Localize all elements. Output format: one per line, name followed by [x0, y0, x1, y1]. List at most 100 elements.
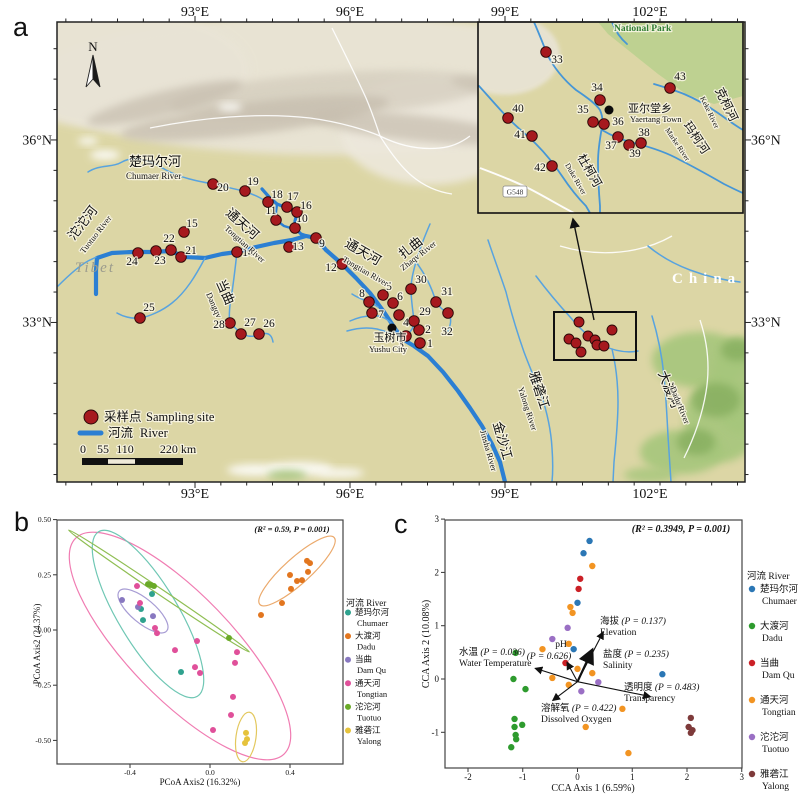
- yushu-city-zh: 玉树市: [374, 330, 407, 344]
- pcoa-data-point: [234, 649, 240, 656]
- pcoa-legend-zh: 当曲: [355, 654, 372, 664]
- sampling-site-dot: [224, 317, 236, 329]
- pcoa-group-ellipse: [234, 711, 258, 763]
- sampling-site-dot: [430, 296, 442, 308]
- pcoa-legend-en: Tongtian: [357, 689, 388, 699]
- yaertang-town-dot: [604, 105, 614, 115]
- sampling-site-dot: [393, 309, 405, 321]
- sampling-site-dot: [310, 232, 322, 244]
- cca-y-tick-label: 3: [435, 514, 440, 524]
- pcoa-permanova-annotation: (R² = 0.59, P = 0.001): [254, 524, 329, 534]
- map-legend: 采样点 Sampling site 河流 River: [77, 408, 216, 441]
- cca-legend-zh: 大渡河: [760, 620, 789, 632]
- sampling-site-dot: [366, 307, 378, 319]
- pcoa-data-point: [197, 670, 203, 677]
- yushu-city-en: Yushu City: [369, 344, 408, 354]
- site-number: 36: [612, 116, 624, 128]
- city-markers: 玉树市 Yushu City 亚尔堂乡 Yaertang Town: [368, 101, 684, 356]
- scale-bar-label: 55: [97, 442, 109, 456]
- inset-extent-box: [553, 311, 637, 361]
- sampling-site-dot: [235, 328, 247, 340]
- lat-axis-label: 36°N: [22, 134, 52, 149]
- pcoa-y-tick-label: 0.50: [38, 515, 51, 524]
- site-number: 13: [292, 241, 304, 253]
- pcoa-data-point: [134, 583, 140, 590]
- site-number: 2: [425, 324, 431, 336]
- sampling-site-dot: [387, 297, 399, 309]
- cca-data-point: [586, 537, 593, 545]
- national-park-area: [598, 22, 743, 104]
- compass-n-label: N: [88, 39, 98, 54]
- cca-legend-en: Dadu: [762, 634, 783, 644]
- pcoa-data-point: [151, 583, 157, 590]
- cca-data-point: [589, 669, 596, 677]
- terrain-patch: [218, 103, 242, 111]
- cca-y-tick-label: -1: [432, 727, 440, 737]
- lon-axis-label: 93°E: [181, 5, 209, 20]
- sampling-site-dot: [594, 94, 606, 106]
- site-number: 23: [154, 255, 166, 267]
- cca-data-point: [687, 714, 695, 722]
- pcoa-legend-swatch: [345, 609, 351, 616]
- pcoa-data-point: [230, 693, 236, 700]
- cca-plot: -2 -1 0 1 2 3 3 2 1 0 -1 水温 (P = 0.036)Water Temper…: [432, 514, 799, 792]
- terrain-patch: [624, 467, 676, 482]
- sampling-site-dot: [283, 241, 295, 253]
- pcoa-plot: -0.4 0.0 0.4 0.50 0.25 0.00 -0.25 -0.50 楚玛尔河Chum…: [35, 515, 389, 777]
- cca-data-point: [519, 721, 526, 729]
- cca-data-point: [625, 749, 632, 757]
- sampling-site-dot: [178, 226, 190, 238]
- lon-axis-label: 96°E: [336, 5, 364, 20]
- map-overlays: [553, 217, 637, 361]
- pcoa-x-tick-label: 0.0: [205, 768, 215, 777]
- sampling-site-dot: [377, 289, 389, 301]
- site-number: 24: [126, 256, 138, 268]
- pcoa-legend-zh: 雅砻江: [355, 725, 381, 735]
- scale-bar-label: 220 km: [160, 442, 197, 456]
- legend-river-zh: 河流: [108, 426, 134, 440]
- pcoa-data-point: [287, 572, 293, 579]
- pcoa-legend-zh: 通天河: [355, 678, 381, 688]
- cca-data-point: [565, 640, 572, 648]
- river-minor: [611, 348, 619, 482]
- sampling-site-dot: [134, 312, 146, 324]
- site-number: 5: [386, 281, 392, 293]
- inset-map: [477, 21, 744, 214]
- pcoa-data-point: [228, 712, 234, 719]
- sampling-site-dot: [253, 328, 265, 340]
- river-minor: [57, 256, 97, 287]
- site-number: 14: [242, 247, 254, 259]
- site-number: 18: [271, 189, 283, 201]
- terrain-patch: [87, 80, 243, 126]
- cca-data-point: [522, 685, 529, 693]
- sampling-site-dot: [526, 130, 538, 142]
- pcoa-x-tick-label: 0.4: [285, 768, 295, 777]
- pcoa-group-ellipse: [117, 588, 169, 634]
- cca-data-point: [574, 599, 581, 606]
- panel-a-letter: a: [13, 12, 29, 42]
- pcoa-x-tick-label: -0.4: [124, 768, 136, 777]
- site-number: 12: [325, 262, 337, 274]
- sampling-site-dot: [540, 46, 552, 58]
- pcoa-group-ellipse: [258, 535, 336, 607]
- river-minor: [651, 315, 672, 482]
- road-badge: G548: [502, 185, 528, 198]
- site-number: 16: [300, 200, 312, 212]
- site-number: 27: [244, 317, 256, 329]
- cca-data-point: [619, 705, 626, 713]
- site-number: 42: [534, 162, 546, 174]
- site-number: 43: [674, 71, 686, 83]
- scale-bar-label: 110: [116, 442, 134, 456]
- site-number: 6: [397, 291, 403, 303]
- cca-env-vector-water-temperature: [534, 666, 578, 683]
- site-number: 19: [247, 176, 259, 188]
- sampling-site-dot: [175, 251, 187, 263]
- cca-vector-label: 水温 (P = 0.036): [459, 646, 525, 658]
- cca-vector-label: pH: [555, 640, 567, 650]
- cca-data-point: [564, 624, 571, 632]
- sampling-site-dot: [623, 139, 635, 151]
- site-number: 37: [605, 140, 617, 152]
- sampling-site-dot: [502, 112, 514, 124]
- admin-border-line: [379, 135, 453, 195]
